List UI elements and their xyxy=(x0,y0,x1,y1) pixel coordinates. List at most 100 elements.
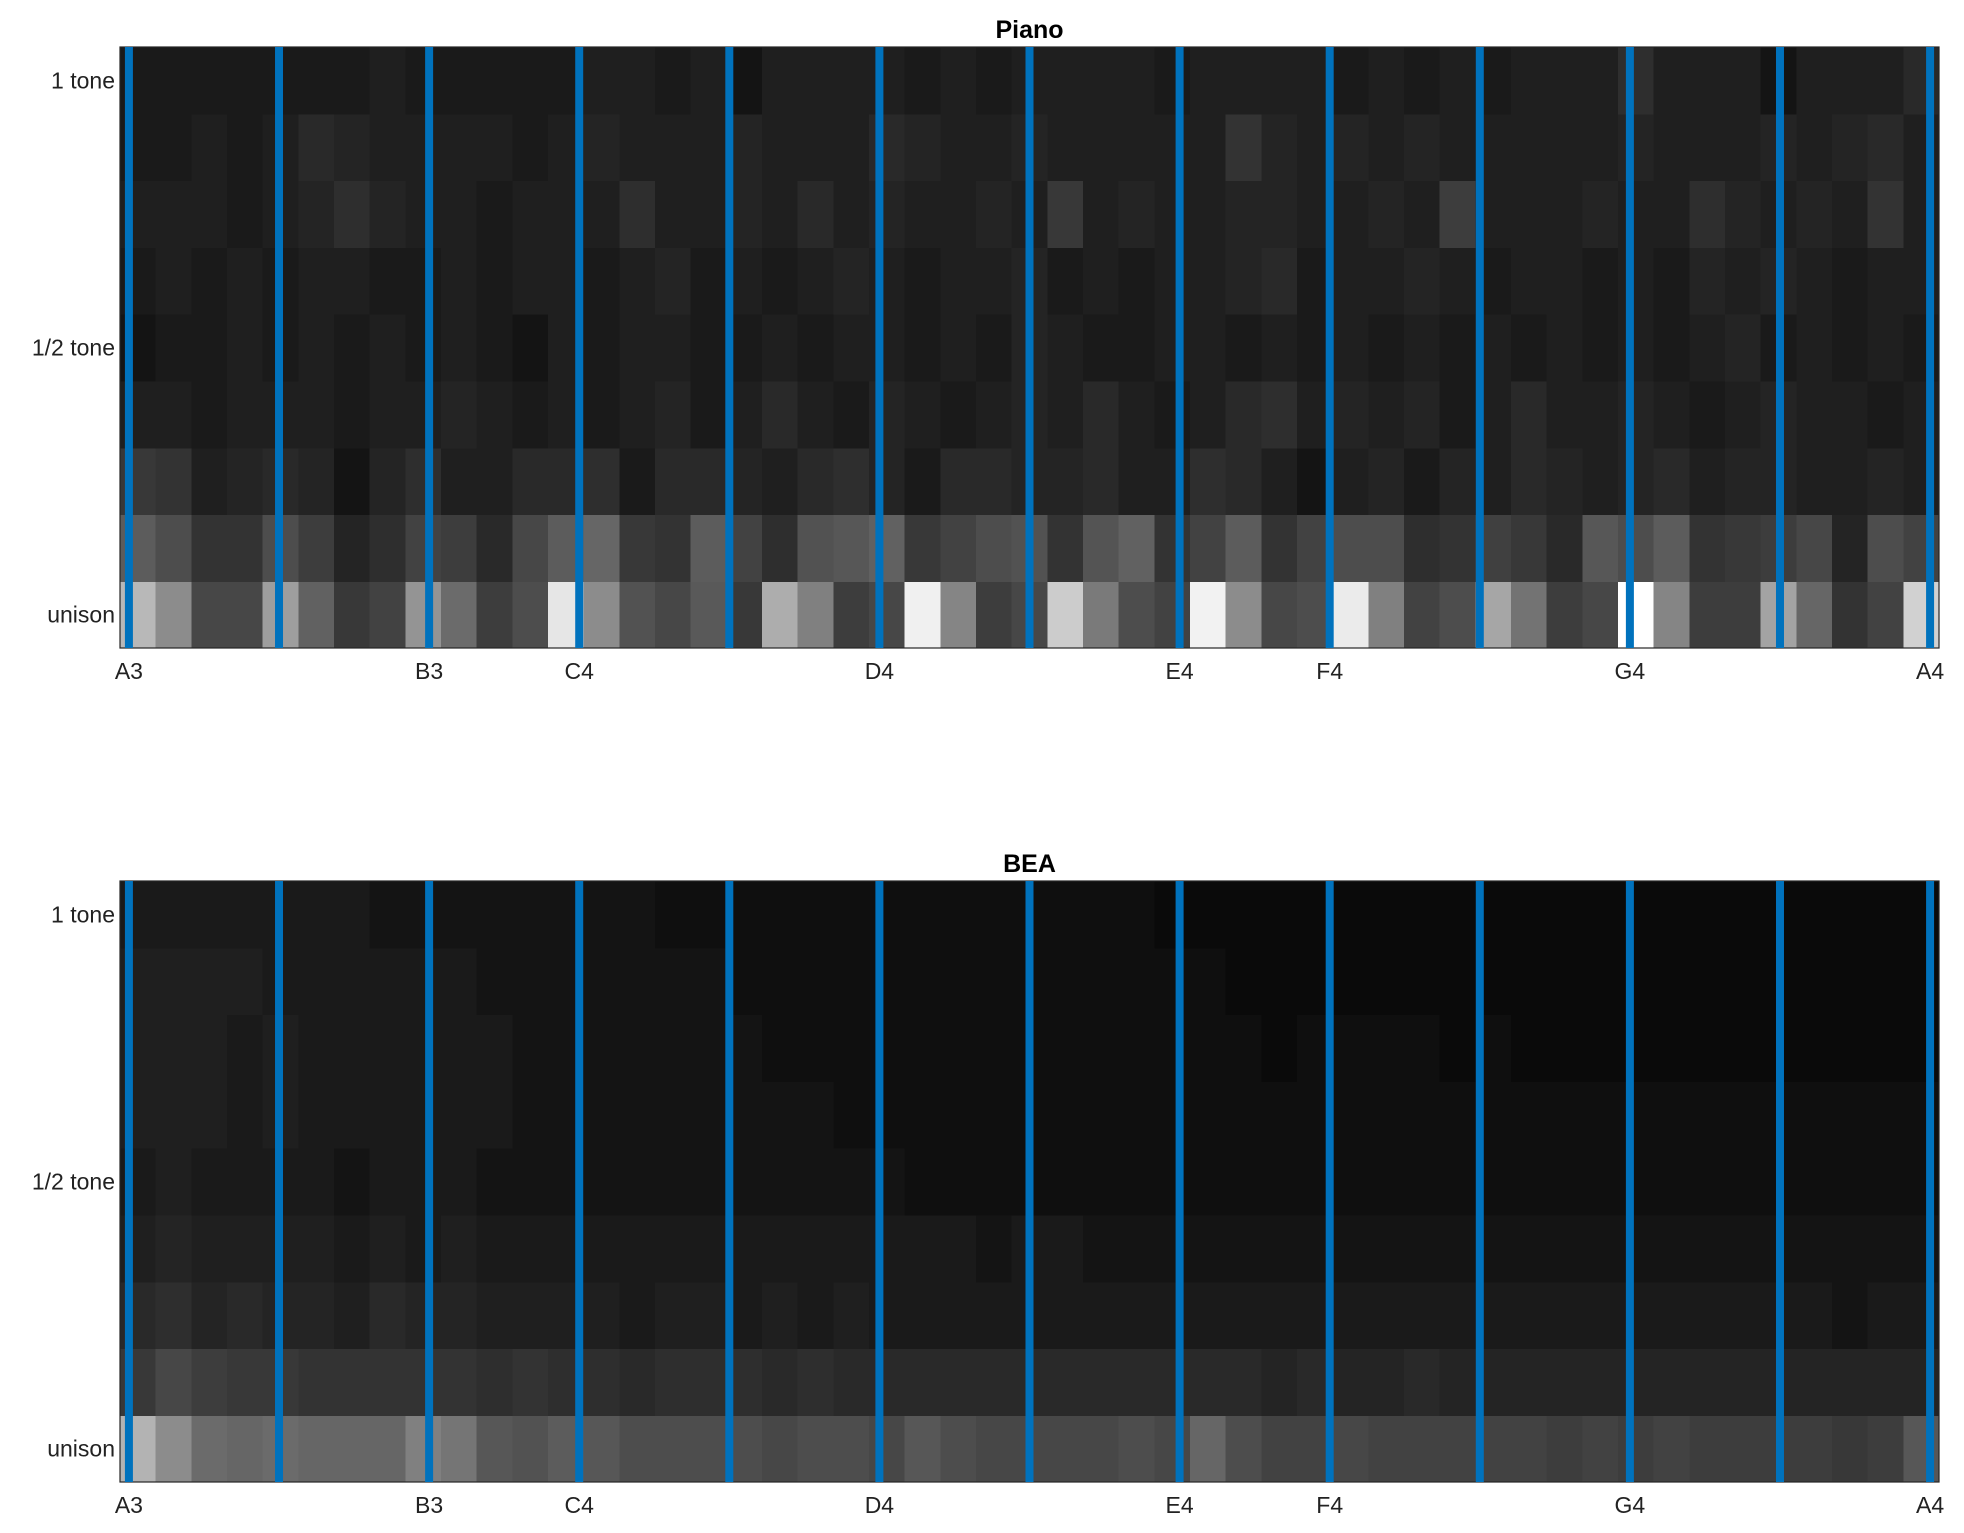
heatmap-cell xyxy=(1528,514,1548,582)
heatmap-cell xyxy=(298,1148,317,1216)
heatmap-cell xyxy=(137,314,157,382)
heatmap-cell xyxy=(1421,1348,1441,1416)
y-tick-label: unison xyxy=(47,602,115,628)
heatmap-cell xyxy=(458,1415,478,1483)
heatmap-cell xyxy=(940,514,959,582)
heatmap-cell xyxy=(1796,1081,1815,1149)
heatmap-cell xyxy=(494,447,513,516)
heatmap-cell xyxy=(155,1014,175,1082)
heatmap-cell xyxy=(1689,1081,1708,1149)
heatmap-cell xyxy=(1190,447,1209,516)
heatmap-cell xyxy=(298,947,317,1016)
heatmap-cell xyxy=(512,113,531,182)
heatmap-cell xyxy=(833,947,852,1016)
heatmap-cell xyxy=(1493,314,1512,382)
heatmap-cell xyxy=(690,314,710,382)
heatmap-cell xyxy=(1689,247,1708,315)
heatmap-cell xyxy=(1368,1281,1387,1350)
heatmap-cell xyxy=(1100,47,1120,115)
heatmap-cell xyxy=(458,447,478,516)
heatmap-cell xyxy=(441,1081,460,1149)
heatmap-cell xyxy=(619,1348,638,1416)
heatmap-cell xyxy=(762,1081,781,1149)
heatmap-cell xyxy=(922,1281,941,1350)
heatmap-cell xyxy=(1225,314,1245,382)
heatmap-cell xyxy=(1528,1014,1548,1082)
heatmap-cell xyxy=(1190,1081,1209,1149)
heatmap-cell xyxy=(1207,180,1227,248)
heatmap-cell xyxy=(1600,514,1619,582)
heatmap-cell xyxy=(1350,1348,1369,1416)
heatmap-cell xyxy=(922,1214,941,1283)
heatmap-cell xyxy=(494,1214,513,1283)
heatmap-cell xyxy=(1903,380,1922,449)
heatmap-cell xyxy=(1849,247,1869,315)
heatmap-cell xyxy=(458,380,478,449)
heatmap-cell xyxy=(1154,581,1173,649)
heatmap-cell xyxy=(227,247,246,315)
heatmap-cell xyxy=(191,1281,210,1350)
heatmap-cell xyxy=(1707,1148,1726,1216)
heatmap-cell xyxy=(1903,1214,1922,1283)
heatmap-cell xyxy=(405,180,424,248)
heatmap-cell xyxy=(1796,247,1815,315)
heatmap-cell xyxy=(583,1415,603,1483)
heatmap-cell xyxy=(815,47,834,115)
heatmap-cell xyxy=(1511,314,1530,382)
heatmap-cell xyxy=(1760,1214,1780,1283)
heatmap-cell xyxy=(815,180,834,248)
heatmap-cell xyxy=(922,314,941,382)
heatmap-cell xyxy=(672,1148,692,1216)
heatmap-cell xyxy=(1011,247,1031,315)
heatmap-cell xyxy=(1742,881,1762,949)
heatmap-cell xyxy=(191,881,210,949)
heatmap-cell xyxy=(797,314,817,382)
heatmap-cell xyxy=(1867,447,1887,516)
heatmap-cell xyxy=(672,1014,692,1082)
heatmap-cell xyxy=(940,1148,959,1216)
heatmap-cell xyxy=(1867,113,1887,182)
heatmap-cell xyxy=(940,314,959,382)
heatmap-cell xyxy=(441,1214,460,1283)
heatmap-cell xyxy=(1653,1014,1673,1082)
heatmap-cell xyxy=(334,113,353,182)
heatmap-cell xyxy=(619,314,638,382)
heatmap-cell xyxy=(1653,1081,1673,1149)
heatmap-cell xyxy=(1100,180,1120,248)
heatmap-cell xyxy=(334,947,353,1016)
heatmap-cell xyxy=(833,113,852,182)
heatmap-cell xyxy=(405,314,424,382)
heatmap-cell xyxy=(1582,380,1601,449)
heatmap-cell xyxy=(1849,1081,1869,1149)
heatmap-cell xyxy=(1029,947,1048,1016)
heatmap-cell xyxy=(797,1281,817,1350)
heatmap-cell xyxy=(191,1081,210,1149)
heatmap-cell xyxy=(1653,881,1673,949)
heatmap-cell xyxy=(1083,447,1102,516)
heatmap-cell xyxy=(173,1148,192,1216)
heatmap-cell xyxy=(209,1415,228,1483)
heatmap-cell xyxy=(976,380,995,449)
heatmap-cell xyxy=(779,881,799,949)
heatmap-cell xyxy=(1707,1415,1726,1483)
heatmap-cell xyxy=(1885,1214,1904,1283)
heatmap-cell xyxy=(1564,447,1583,516)
heatmap-cell xyxy=(1885,1348,1904,1416)
heatmap-cell xyxy=(1493,1081,1512,1149)
heatmap-cell xyxy=(1154,247,1173,315)
heatmap-cell xyxy=(744,1415,763,1483)
heatmap-cell xyxy=(1653,514,1673,582)
heatmap-cell xyxy=(1243,314,1262,382)
heatmap-cell xyxy=(1332,1214,1352,1283)
heatmap-cell xyxy=(1083,314,1102,382)
heatmap-cell xyxy=(1528,1214,1548,1283)
heatmap-cell xyxy=(1511,180,1530,248)
heatmap-cell xyxy=(1564,581,1583,649)
heatmap-cell xyxy=(298,180,317,248)
heatmap-cell xyxy=(280,447,299,516)
heatmap-cell xyxy=(1350,1281,1369,1350)
heatmap-cell xyxy=(1849,180,1869,248)
heatmap-cell xyxy=(458,514,478,582)
heatmap-cell xyxy=(1279,314,1298,382)
heatmap-cell xyxy=(1065,314,1084,382)
